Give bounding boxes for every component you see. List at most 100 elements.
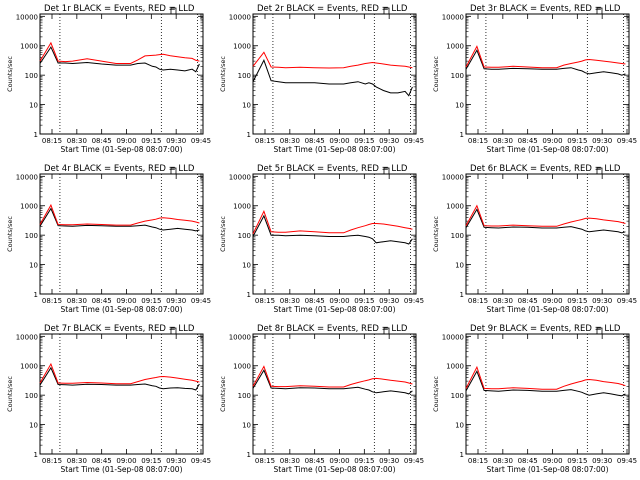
panel-title: Det 9r BLACK = Events, RED = LLD [470, 324, 621, 334]
y-tick-label: 1 [460, 451, 464, 459]
x-tick-label: 08:45 [305, 137, 325, 145]
y-tick-label: 1000 [20, 203, 38, 211]
panel-title: Det 7r BLACK = Events, RED = LLD [44, 324, 195, 334]
y-axis-label: Counts/sec [219, 56, 227, 92]
plot-frame [465, 333, 630, 455]
x-axis-label: Start Time (01-Sep-08 08:07:00) [274, 145, 396, 154]
x-tick-label: 09:30 [379, 137, 399, 145]
x-axis-label: Start Time (01-Sep-08 08:07:00) [61, 305, 183, 314]
x-tick-label: 08:15 [468, 137, 488, 145]
y-tick-label: 10 [455, 102, 464, 110]
series-line-lld [39, 203, 200, 226]
y-tick-label: 1000 [233, 203, 251, 211]
y-axis-label: Counts/sec [6, 376, 14, 412]
y-tick-label: 1000 [233, 363, 251, 371]
y-tick-label: 10 [455, 262, 464, 270]
series-line-events [465, 49, 626, 76]
x-tick-label: 08:45 [518, 137, 538, 145]
panel-det-3: Det 3r BLACK = Events, RED = LLD 1 10 100 10… [432, 4, 637, 154]
x-axis-label: Start Time (01-Sep-08 08:07:00) [61, 145, 183, 154]
y-tick-label: 100 [238, 72, 251, 80]
x-tick-label: 08:15 [468, 457, 488, 465]
y-tick-label: 1 [247, 131, 251, 139]
y-axis-label: Counts/sec [219, 216, 227, 252]
x-tick-label: 08:30 [493, 457, 513, 465]
plot-frame [252, 173, 417, 295]
x-tick-label: 08:30 [67, 297, 87, 305]
panel-det-4: Det 4r BLACK = Events, RED = LLD 1 10 100 10… [6, 164, 211, 314]
panel-det-9: Det 9r BLACK = Events, RED = LLD 1 10 100 10… [432, 324, 637, 474]
x-tick-label: 08:45 [92, 137, 112, 145]
y-tick-label: 10000 [16, 333, 38, 341]
y-tick-label: 100 [238, 392, 251, 400]
plot-frame [39, 173, 204, 295]
x-tick-label: 08:45 [518, 297, 538, 305]
x-tick-label: 08:45 [305, 297, 325, 305]
panel-title: Det 4r BLACK = Events, RED = LLD [44, 164, 195, 174]
x-axis-label: Start Time (01-Sep-08 08:07:00) [61, 465, 183, 474]
x-axis-label: Start Time (01-Sep-08 08:07:00) [487, 465, 609, 474]
series-line-lld [252, 209, 413, 235]
y-tick-label: 1000 [20, 363, 38, 371]
panel-det-5: Det 5r BLACK = Events, RED = LLD 1 10 100 10… [219, 164, 424, 314]
x-tick-label: 08:30 [280, 297, 300, 305]
y-tick-label: 10000 [229, 333, 251, 341]
x-tick-label: 09:15 [354, 137, 374, 145]
x-tick-label: 09:30 [592, 297, 612, 305]
panel-title: Det 8r BLACK = Events, RED = LLD [257, 324, 408, 334]
x-tick-label: 09:00 [542, 137, 562, 145]
series-line-events [39, 366, 200, 391]
y-tick-label: 1 [34, 291, 38, 299]
y-tick-label: 100 [25, 232, 38, 240]
x-axis-label: Start Time (01-Sep-08 08:07:00) [487, 305, 609, 314]
panel-det-1: Det 1r BLACK = Events, RED = LLD 1 10 100 10… [6, 4, 211, 154]
x-tick-label: 09:45 [404, 297, 424, 305]
x-tick-label: 09:00 [329, 457, 349, 465]
x-tick-label: 09:00 [329, 297, 349, 305]
y-tick-label: 100 [238, 232, 251, 240]
x-tick-label: 09:45 [191, 297, 211, 305]
x-tick-label: 09:15 [567, 137, 587, 145]
x-tick-label: 09:45 [191, 457, 211, 465]
y-tick-label: 10000 [229, 173, 251, 181]
y-tick-label: 1000 [446, 43, 464, 51]
panel-det-6: Det 6r BLACK = Events, RED = LLD 1 10 100 10… [432, 164, 637, 314]
x-tick-label: 08:45 [305, 457, 325, 465]
x-tick-label: 09:00 [116, 457, 136, 465]
y-tick-label: 10 [29, 262, 38, 270]
y-tick-label: 10 [455, 422, 464, 430]
x-tick-label: 09:30 [166, 457, 186, 465]
y-tick-label: 1000 [446, 203, 464, 211]
panel-title: Det 3r BLACK = Events, RED = LLD [470, 4, 621, 14]
y-tick-label: 10 [242, 422, 251, 430]
y-tick-label: 1 [247, 451, 251, 459]
x-tick-label: 09:00 [116, 137, 136, 145]
x-tick-label: 09:00 [329, 137, 349, 145]
plot-frame [465, 13, 630, 135]
x-tick-label: 08:30 [493, 137, 513, 145]
series-line-events [465, 370, 626, 397]
x-tick-label: 09:15 [354, 297, 374, 305]
y-tick-label: 10 [29, 422, 38, 430]
y-tick-label: 100 [25, 72, 38, 80]
panel-det-7: Det 7r BLACK = Events, RED = LLD 1 10 100 10… [6, 324, 211, 474]
y-tick-label: 100 [25, 392, 38, 400]
x-tick-label: 09:00 [542, 297, 562, 305]
y-tick-label: 1000 [446, 363, 464, 371]
x-tick-label: 08:45 [92, 297, 112, 305]
series-line-lld [465, 365, 626, 390]
x-tick-label: 08:45 [518, 457, 538, 465]
x-tick-label: 08:30 [280, 137, 300, 145]
y-tick-label: 10 [242, 102, 251, 110]
panel-title: Det 6r BLACK = Events, RED = LLD [470, 164, 621, 174]
x-tick-label: 09:30 [592, 457, 612, 465]
x-tick-label: 08:15 [468, 297, 488, 305]
y-axis-label: Counts/sec [6, 216, 14, 252]
x-tick-label: 09:30 [166, 137, 186, 145]
series-line-lld [39, 362, 200, 385]
plot-frame [465, 173, 630, 295]
x-tick-label: 09:15 [567, 457, 587, 465]
x-tick-label: 09:45 [617, 137, 637, 145]
x-tick-label: 08:15 [255, 137, 275, 145]
x-tick-label: 08:15 [255, 297, 275, 305]
